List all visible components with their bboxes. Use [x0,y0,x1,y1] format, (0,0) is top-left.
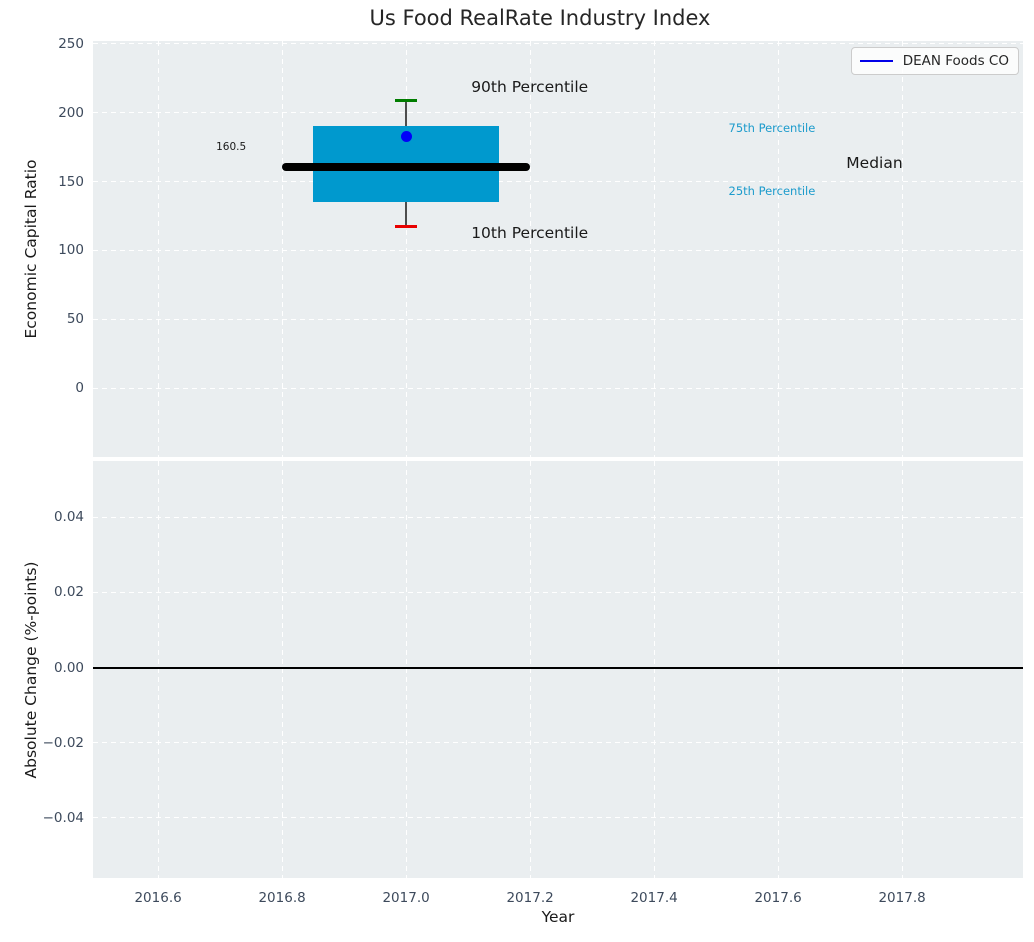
gridline-horizontal [93,742,1023,744]
x-tick-label: 2017.4 [630,890,678,906]
gridline-vertical [405,41,407,457]
y-axis-label-bottom: Absolute Change (%-points) [22,561,40,779]
x-tick-label: 2017.6 [754,890,802,906]
gridline-vertical [529,461,531,878]
gridline-vertical [529,41,531,457]
label-10th-percentile: 10th Percentile [471,224,589,243]
x-axis-label: Year [541,908,575,926]
gridline-vertical [777,41,779,457]
y-tick-label: 100 [58,242,84,259]
y-tick-label: 50 [66,311,84,328]
chart-title: Us Food RealRate Industry Index [369,6,711,30]
label-75th-percentile: 75th Percentile [728,121,816,136]
median-line[interactable] [282,163,531,172]
y-tick-label: 0.02 [53,584,84,601]
gridline-horizontal [93,516,1023,518]
gridline-vertical [157,461,159,878]
y-tick-label: 200 [58,104,84,121]
p90-cap [395,98,418,102]
gridline-vertical [653,41,655,457]
x-tick-label: 2017.2 [506,890,554,906]
x-tick-label: 2017.0 [382,890,430,906]
gridline-vertical [777,461,779,878]
company-data-point[interactable] [400,130,412,142]
y-tick-label: −0.02 [42,734,84,751]
label-median-value: 160.5 [216,140,247,153]
y-tick-label: 0.00 [53,659,84,676]
label-25th-percentile: 25th Percentile [728,184,816,199]
y-axis-label-top: Economic Capital Ratio [22,159,40,339]
gridline-horizontal [93,387,1023,389]
gridline-vertical [281,41,283,457]
gridline-horizontal [93,318,1023,320]
label-90th-percentile: 90th Percentile [471,78,589,97]
p10-cap [395,225,418,229]
label-median: Median [846,153,903,172]
gridline-horizontal [93,817,1023,819]
y-tick-label: 0 [75,380,84,397]
gridline-vertical [157,41,159,457]
gridline-vertical [901,41,903,457]
gridline-vertical [405,461,407,878]
zero-change-line [93,666,1023,669]
y-tick-label: 250 [58,35,84,52]
gridline-horizontal [93,249,1023,251]
legend-line-icon [859,59,893,63]
x-tick-label: 2016.8 [258,890,306,906]
x-tick-label: 2017.8 [878,890,926,906]
gridline-horizontal [93,43,1023,45]
y-tick-label: −0.04 [42,809,84,826]
legend-label: DEAN Foods CO [902,53,1009,69]
gridline-horizontal [93,181,1023,182]
gridline-vertical [901,461,903,878]
bottom-axes-absolute-change [93,461,1023,878]
y-tick-label: 0.04 [53,509,84,526]
gridline-vertical [281,461,283,878]
gridline-horizontal [93,591,1023,593]
x-tick-label: 2016.6 [134,890,182,906]
gridline-horizontal [93,112,1023,114]
top-axes-economic-capital-ratio: DEAN Foods CO 90th Percentile 10th Percen… [93,41,1023,457]
y-tick-label: 150 [58,173,84,190]
legend[interactable]: DEAN Foods CO [850,47,1019,75]
gridline-vertical [653,461,655,878]
